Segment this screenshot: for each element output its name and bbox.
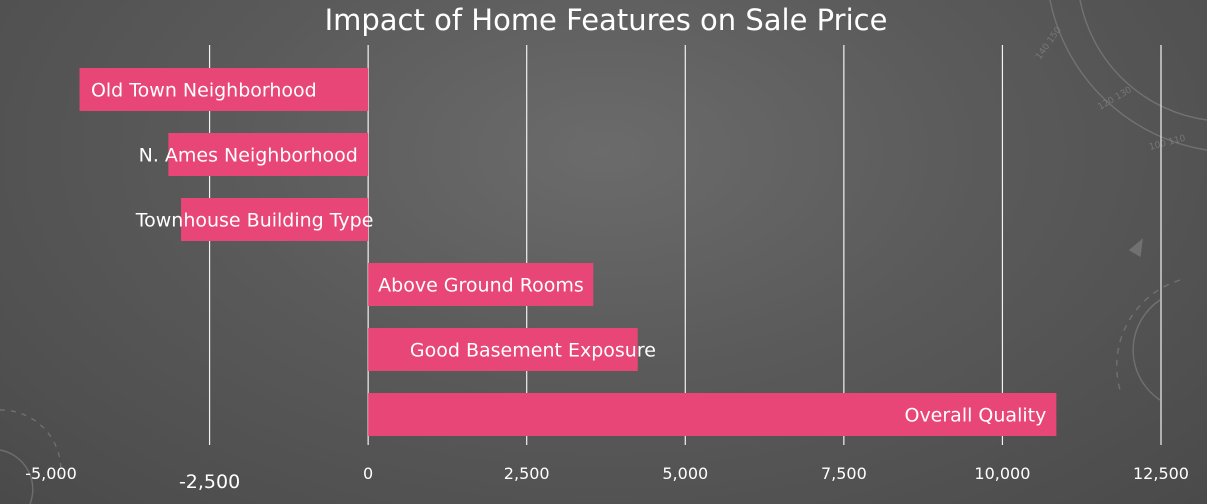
bars [79,68,1057,436]
svg-text:100 110: 100 110 [1148,134,1187,153]
bar [168,133,369,176]
x-tick-label: 7,500 [821,464,867,483]
bar-label: Overall Quality [904,405,1046,427]
gridlines [208,45,1162,445]
x-tick-label: 10,000 [974,464,1030,483]
bar [368,263,594,306]
bar [368,328,638,371]
bar-label: Townhouse Building Type [135,210,374,232]
bar [79,68,369,111]
x-tick-label: 0 [363,464,373,483]
svg-text:140 150: 140 150 [1034,25,1064,61]
x-axis-ticks: -5,000 -2,500 0 2,500 5,000 7,500 10,000 12,500 [25,464,1189,493]
bar [181,198,369,241]
chart-title: Impact of Home Features on Sale Price [325,3,888,37]
x-tick-label: -5,000 [25,464,77,483]
bar-label: Old Town Neighborhood [91,80,317,102]
x-tick-label: 5,000 [662,464,708,483]
bar [368,393,1057,436]
bar-label: Good Basement Exposure [410,340,656,362]
x-tick-label: 12,500 [1133,464,1189,483]
category-labels: Old Town Neighborhood N. Ames Neighborhoo… [91,80,1046,427]
bar-label: Above Ground Rooms [378,275,584,297]
x-tick-label: 2,500 [504,464,550,483]
bar-label: N. Ames Neighborhood [139,145,358,167]
x-tick-label: -2,500 [179,471,240,493]
